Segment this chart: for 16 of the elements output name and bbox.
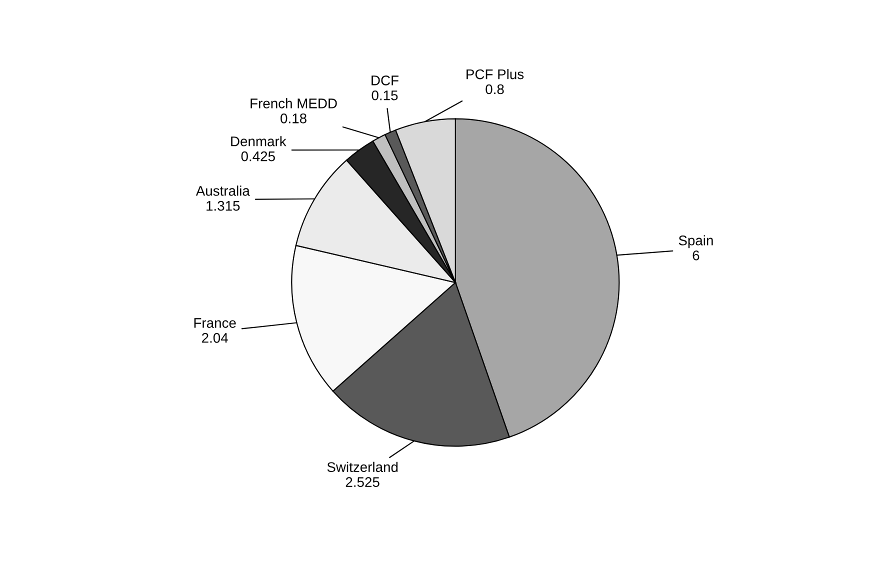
- data-label: 1.315: [206, 200, 240, 211]
- data-label: 2.525: [346, 477, 380, 487]
- data-label: 2.04: [202, 332, 228, 343]
- slice-label: Denmark: [231, 136, 286, 146]
- data-label: 0.8: [486, 84, 504, 94]
- slice-label: France: [194, 318, 236, 328]
- data-label: 6: [692, 250, 700, 260]
- slice-label: Australia: [196, 186, 250, 196]
- data-label: 0.15: [372, 90, 398, 100]
- slice-label: PCF Plus: [466, 69, 524, 80]
- slice-label: Switzerland: [327, 462, 398, 472]
- slice-label: Spain: [678, 235, 713, 248]
- data-label: 0.18: [280, 113, 306, 124]
- slice-label: DCF: [372, 76, 398, 86]
- data-label: 0.425: [241, 151, 275, 162]
- slice-label: French MEDD: [250, 98, 337, 108]
